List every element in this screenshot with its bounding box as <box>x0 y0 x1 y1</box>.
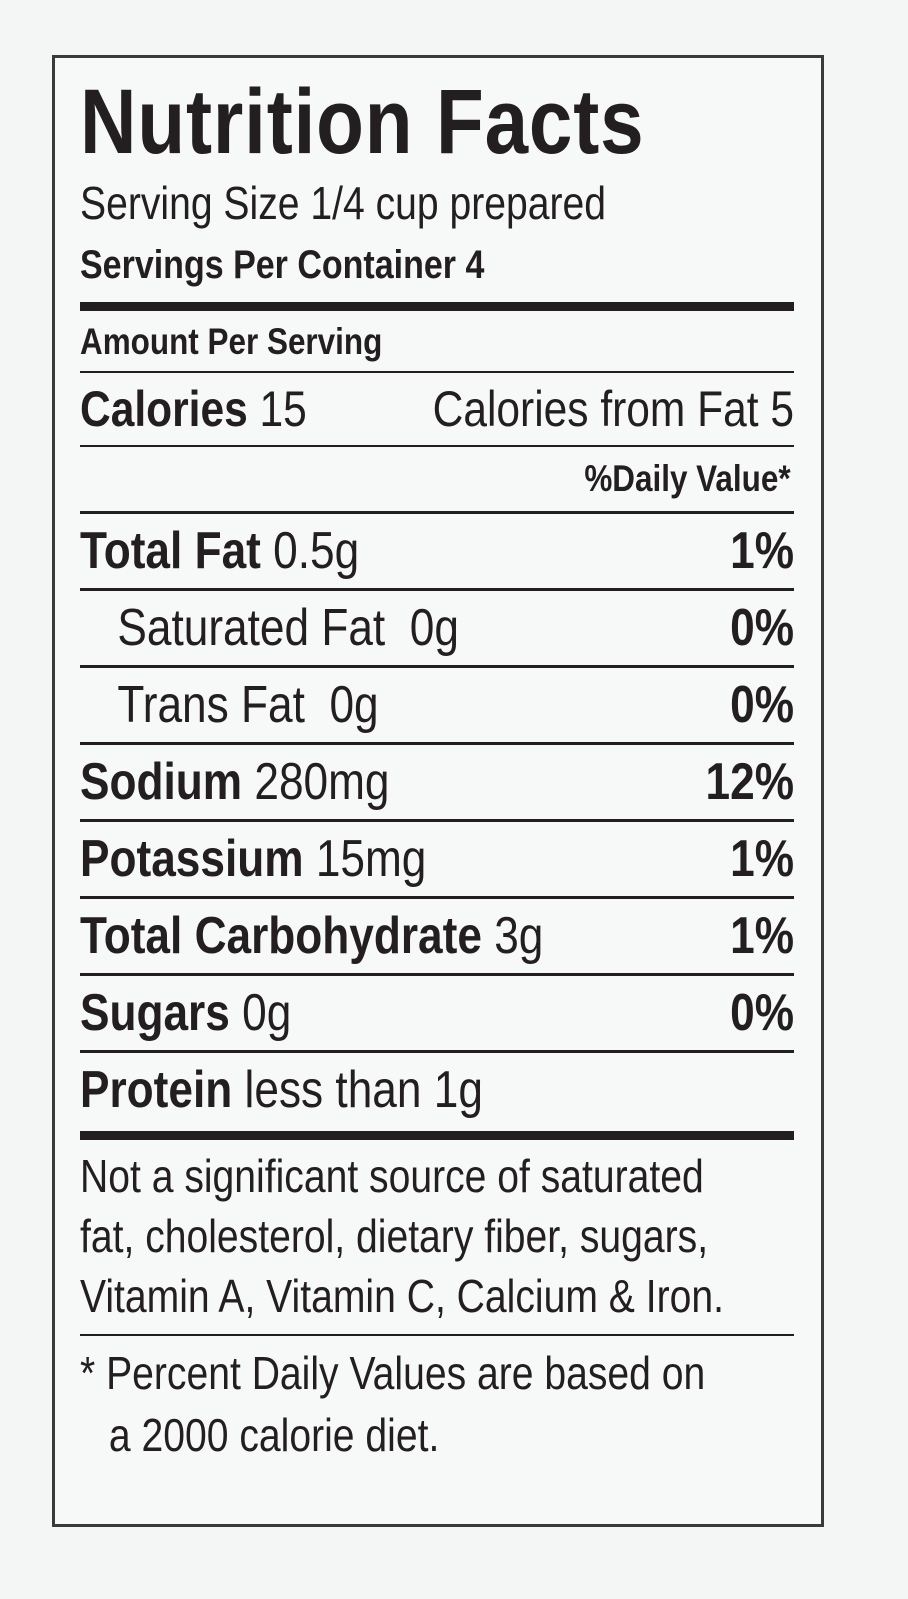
nutrient-amount: 15mg <box>315 830 427 888</box>
nutrient-amount: 0g <box>242 984 292 1042</box>
nutrient: Sodium 280mg <box>80 752 390 812</box>
note-line: a 2000 calorie diet. <box>108 1409 440 1461</box>
footnote-line: fat, cholesterol, dietary fiber, sugars, <box>80 1210 709 1262</box>
nutrient-amount: less than 1g <box>244 1061 483 1119</box>
rule <box>80 819 794 822</box>
daily-value: 0% <box>730 599 794 657</box>
nutrient-amount: 3g <box>494 907 544 965</box>
nutrient-name: Potassium <box>80 830 304 888</box>
footnote-line: Vitamin A, Vitamin C, Calcium & Iron. <box>80 1270 724 1322</box>
calories-from-fat: Calories from Fat 5 <box>432 381 794 437</box>
servings-per-container: Servings Per Container 4 <box>80 243 485 287</box>
thick-rule <box>80 302 794 311</box>
daily-value-header: %Daily Value* <box>584 458 791 499</box>
daily-value: 1% <box>730 830 794 888</box>
nutrient: Saturated Fat 0g <box>80 598 459 658</box>
nutrient: Protein less than 1g <box>80 1060 483 1120</box>
nutrient-row: Saturated Fat 0g 0% <box>80 591 794 665</box>
nutrient-row: Sugars 0g 0% <box>80 976 794 1050</box>
calories-value: 15 <box>259 381 307 437</box>
nutrient-row: Sodium 280mg 12% <box>80 745 794 819</box>
rule <box>80 371 794 373</box>
nutrient-amount: 0.5g <box>273 522 360 580</box>
nutrient-name: Total Fat <box>80 522 261 580</box>
rule <box>80 896 794 899</box>
daily-value: 12% <box>705 753 794 811</box>
daily-value-note: * Percent Daily Values are based on a 20… <box>80 1336 794 1466</box>
calories-row: Calories 15 Calories from Fat 5 <box>80 373 794 445</box>
daily-value: 1% <box>730 522 794 580</box>
nutrient-amount: 0g <box>409 599 459 657</box>
calories-label: Calories <box>80 381 248 437</box>
nutrient: Total Fat 0.5g <box>80 521 359 581</box>
nutrient: Sugars 0g <box>80 983 291 1043</box>
nutrition-label: Nutrition Facts Serving Size 1/4 cup pre… <box>52 55 824 1527</box>
nutrient-name: Total Carbohydrate <box>80 907 482 965</box>
daily-value: 0% <box>730 676 794 734</box>
nutrient-amount: 0g <box>329 676 379 734</box>
nutrient-amount: 280mg <box>254 753 390 811</box>
nutrient-name: Saturated Fat <box>117 599 386 657</box>
title: Nutrition Facts <box>80 71 645 173</box>
nutrient-row: Total Carbohydrate 3g 1% <box>80 899 794 973</box>
nutrient-name: Sugars <box>80 984 230 1042</box>
nutrient-row: Potassium 15mg 1% <box>80 822 794 896</box>
nutrient-row: Protein less than 1g <box>80 1053 794 1127</box>
note-line: * Percent Daily Values are based on <box>80 1347 706 1399</box>
nutrient-name: Trans Fat <box>117 676 305 734</box>
nutrient-name: Sodium <box>80 753 243 811</box>
serving-size: Serving Size 1/4 cup prepared <box>80 177 607 229</box>
nutrient-row: Trans Fat 0g 0% <box>80 668 794 742</box>
rule <box>80 511 794 514</box>
rule <box>80 1334 794 1336</box>
daily-value: 0% <box>730 984 794 1042</box>
footnote-line: Not a significant source of saturated <box>80 1150 704 1202</box>
nutrient-row: Total Fat 0.5g 1% <box>80 514 794 588</box>
rule <box>80 742 794 745</box>
nutrient-name: Protein <box>80 1061 233 1119</box>
daily-value: 1% <box>730 907 794 965</box>
nutrient: Potassium 15mg <box>80 829 426 889</box>
calories: Calories 15 <box>80 380 307 438</box>
amount-per-serving: Amount Per Serving <box>80 321 383 362</box>
rule <box>80 588 794 591</box>
rule <box>80 973 794 976</box>
nutrient: Total Carbohydrate 3g <box>80 906 543 966</box>
nutrient: Trans Fat 0g <box>80 675 379 735</box>
label-content: Nutrition Facts Serving Size 1/4 cup pre… <box>80 72 794 1466</box>
rule <box>80 445 794 447</box>
rule <box>80 665 794 668</box>
footnote: Not a significant source of saturated fa… <box>80 1140 794 1326</box>
thick-rule <box>80 1131 794 1140</box>
rule <box>80 1050 794 1053</box>
